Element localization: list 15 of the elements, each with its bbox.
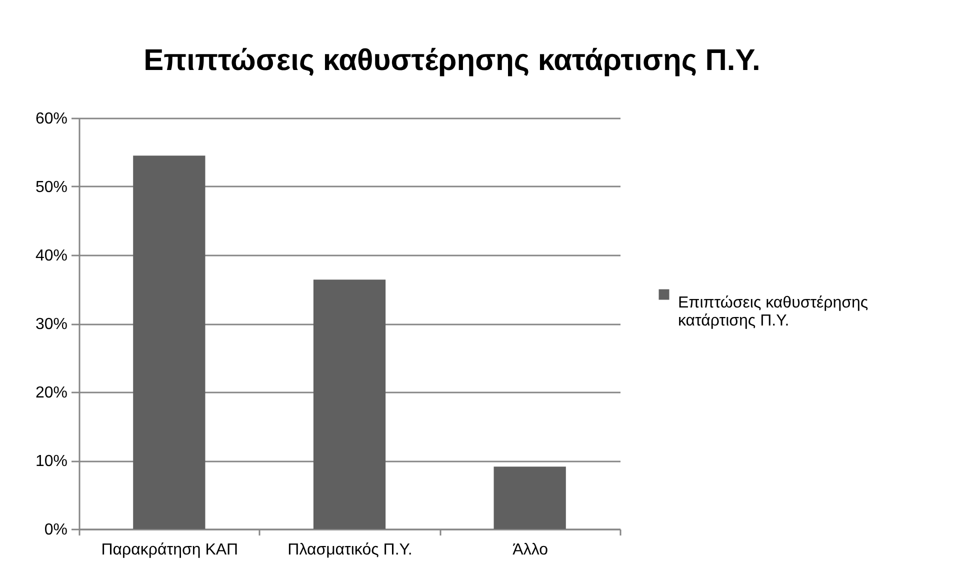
x-tick-label: Πλασματικός Π.Υ. <box>288 542 412 558</box>
y-tick-label: 10% <box>35 453 68 470</box>
y-tick-label: 20% <box>35 384 68 402</box>
bar <box>494 466 566 529</box>
y-tick-label: 30% <box>35 316 68 333</box>
x-tick-label: Άλλο <box>512 542 548 558</box>
y-tick-label: 60% <box>35 110 68 128</box>
bar <box>313 280 386 529</box>
x-tick-label: Παρακράτηση ΚΑΠ <box>101 542 238 558</box>
y-tick-label: 50% <box>35 179 68 196</box>
y-tick-label: 0% <box>44 522 68 538</box>
legend-label: Επιπτώσεις καθυστέρησης κατάρτισης Π.Υ. <box>678 294 868 330</box>
chart-title: Επιπτώσεις καθυστέρησης κατάρτισης Π.Υ. <box>144 44 760 77</box>
y-tick-label: 40% <box>35 248 68 264</box>
bar <box>133 156 206 529</box>
